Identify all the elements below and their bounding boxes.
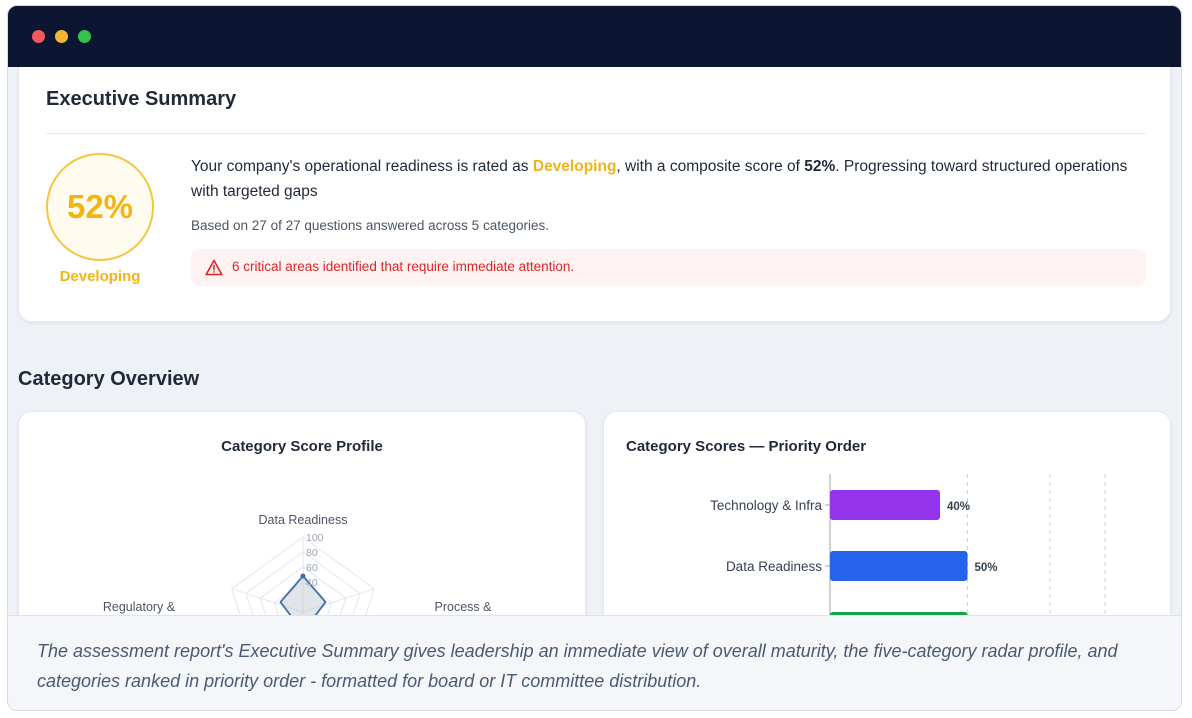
- maximize-window-button[interactable]: [78, 30, 91, 43]
- critical-alert: 6 critical areas identified that require…: [191, 249, 1146, 286]
- bar-value-label: 40%: [947, 501, 970, 513]
- summary-text-part: . Progressing toward structured operatio…: [191, 158, 1128, 200]
- radar-grid-ring: [231, 536, 375, 615]
- window-titlebar: [8, 6, 1181, 67]
- radar-tick-label: 80: [306, 547, 318, 559]
- radar-tick-label: 40: [306, 577, 318, 589]
- radar-tick-label: 60: [306, 562, 318, 574]
- basis-note: Based on 27 of 27 questions answered acr…: [191, 218, 549, 233]
- bar-value-label: 50%: [975, 562, 998, 574]
- summary-statement: Your company's operational readiness is …: [191, 154, 1141, 204]
- radar-grid-ring: [259, 566, 347, 615]
- radar-chart-title: Category Score Profile: [221, 438, 383, 455]
- close-window-button[interactable]: [32, 30, 45, 43]
- bar-chart-title: Category Scores — Priority Order: [626, 438, 867, 455]
- bar-category-label: Data Readiness: [726, 559, 822, 574]
- category-overview-title: Category Overview: [18, 368, 200, 390]
- bar: [830, 490, 940, 520]
- radar-series-area: [279, 574, 327, 615]
- executive-summary-card: Executive Summary 52% Developing Your co…: [18, 67, 1171, 322]
- bar: [830, 612, 968, 615]
- radar-axis-label: Data Readiness: [259, 513, 348, 527]
- bar-chart: Technology & Infra 40% Data Readiness 50%: [710, 474, 1106, 615]
- radar-axis-label: Process &: [435, 600, 493, 614]
- score-gauge: 52%: [46, 153, 154, 261]
- radar-axis-label: Regulatory &: [103, 600, 176, 614]
- radar-grid-ring: [273, 581, 333, 615]
- caption-text: The assessment report's Executive Summar…: [37, 641, 1118, 691]
- alert-text: 6 critical areas identified that require…: [232, 259, 575, 274]
- bar-category-label: Technology & Infra: [710, 498, 822, 513]
- summary-rating-highlight: Developing: [532, 158, 617, 175]
- bar-chart-card: Category Scores — Priority Order Technol…: [603, 411, 1171, 615]
- caption-panel: The assessment report's Executive Summar…: [8, 615, 1181, 710]
- minimize-window-button[interactable]: [55, 30, 68, 43]
- bar: [830, 551, 968, 581]
- score-value: 52%: [66, 188, 134, 225]
- summary-title: Executive Summary: [46, 88, 237, 110]
- report-viewport[interactable]: Executive Summary 52% Developing Your co…: [8, 67, 1181, 615]
- rating-label: Developing: [59, 268, 141, 285]
- radar-tick-label: 100: [306, 532, 324, 544]
- warning-icon: [205, 259, 223, 276]
- summary-score-highlight: 52%: [804, 158, 836, 175]
- summary-text-part: , with a composite score of: [616, 158, 805, 175]
- radar-chart: 100 80 60 40 Data Readiness Regulatory & Proce…: [103, 513, 493, 615]
- radar-data-point: [300, 573, 306, 579]
- radar-chart-card: Category Score Profile 100 80 60 40 Data Rea…: [18, 411, 586, 615]
- summary-divider: [46, 133, 1146, 134]
- summary-text-part: Your company's operational readiness is …: [191, 158, 533, 175]
- browser-window: Executive Summary 52% Developing Your co…: [7, 5, 1182, 711]
- radar-grid-ring: [245, 551, 361, 615]
